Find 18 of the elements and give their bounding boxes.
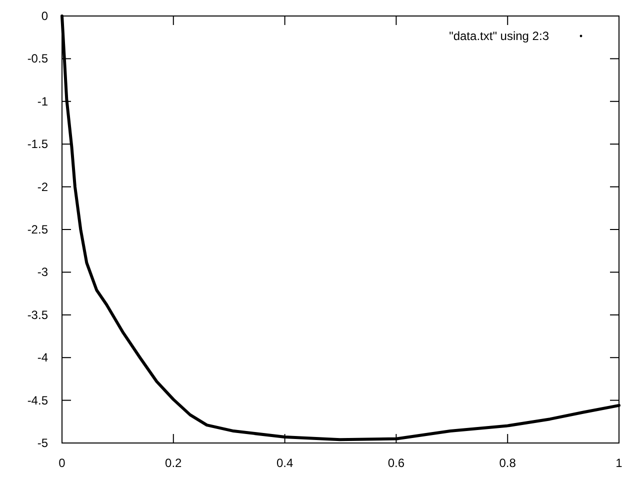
- y-tick-label: -1.5: [27, 137, 48, 152]
- y-tick-label: -4.5: [27, 393, 48, 408]
- y-tick-label: 0: [41, 9, 48, 23]
- y-tick-label: -0.5: [27, 52, 48, 66]
- x-tick-label: 0.6: [388, 456, 405, 470]
- y-tick-label: -1: [37, 94, 48, 108]
- x-tick-label: 1: [616, 456, 623, 470]
- y-tick-label: -3.5: [27, 308, 48, 322]
- y-tick-label: -4: [37, 350, 48, 365]
- y-tick-label: -5: [37, 436, 48, 450]
- y-tick-label: -2: [37, 180, 48, 194]
- x-tick-label: 0.2: [165, 456, 182, 470]
- legend-label: "data.txt" using 2:3: [449, 29, 550, 43]
- x-tick-label: 0: [58, 456, 66, 470]
- y-tick-label: -3: [37, 265, 48, 280]
- y-tick-label: -2.5: [27, 222, 48, 236]
- x-tick-label: 0.4: [276, 456, 294, 470]
- x-tick-label: 0.8: [499, 456, 516, 470]
